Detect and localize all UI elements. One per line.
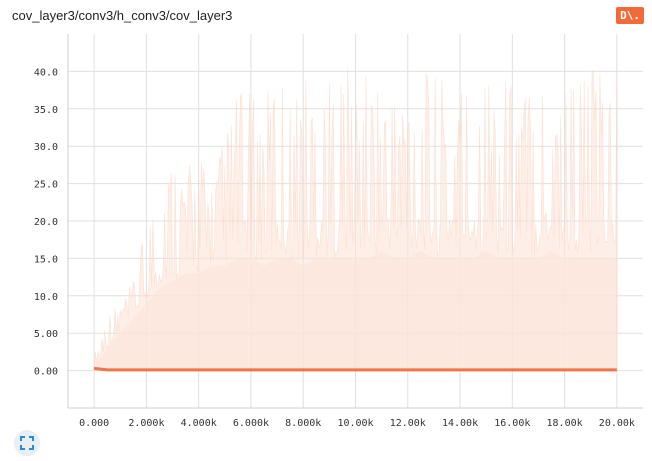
x-tick-label: 6.000k (233, 418, 269, 429)
fullscreen-expand-icon (20, 436, 34, 450)
x-tick-label: 14.00k (442, 418, 478, 429)
x-tick-label: 18.00k (547, 418, 583, 429)
download-badge[interactable]: D\. (616, 7, 644, 24)
range-area (93, 63, 618, 371)
x-tick-label: 12.00k (390, 418, 426, 429)
x-tick-label: 2.000k (128, 418, 164, 429)
expand-button[interactable] (14, 430, 40, 456)
y-tick-label: 15.0 (34, 254, 58, 265)
range-band-high (93, 63, 618, 371)
y-tick-label: 30.0 (34, 142, 58, 153)
y-tick-label: 35.0 (34, 105, 58, 116)
x-tick-label: 20.00k (599, 418, 635, 429)
x-tick-label: 0.000 (79, 418, 109, 429)
series-line-group (93, 366, 617, 372)
chart-title: cov_layer3/conv3/h_conv3/cov_layer3 (12, 8, 233, 23)
series-line (93, 366, 617, 372)
y-tick-label: 20.0 (34, 217, 58, 228)
x-tick-label: 16.00k (494, 418, 530, 429)
x-tick-label: 10.00k (337, 418, 373, 429)
y-tick-label: 5.00 (34, 329, 58, 340)
x-tick-label: 4.000k (181, 418, 217, 429)
y-tick-label: 0.00 (34, 367, 58, 378)
x-tick-label: 8.000k (285, 418, 321, 429)
y-tick-label: 25.0 (34, 180, 58, 191)
y-tick-label: 40.0 (34, 67, 58, 78)
tick-labels: 0.000 2.000k 4.000k 6.000k 8.000k 10.00k 12.00… (34, 67, 635, 429)
y-tick-label: 10.0 (34, 292, 58, 303)
